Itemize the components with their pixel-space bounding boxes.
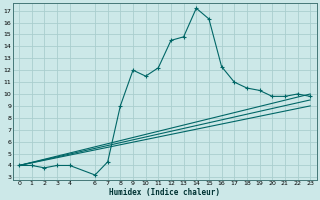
X-axis label: Humidex (Indice chaleur): Humidex (Indice chaleur): [109, 188, 220, 197]
